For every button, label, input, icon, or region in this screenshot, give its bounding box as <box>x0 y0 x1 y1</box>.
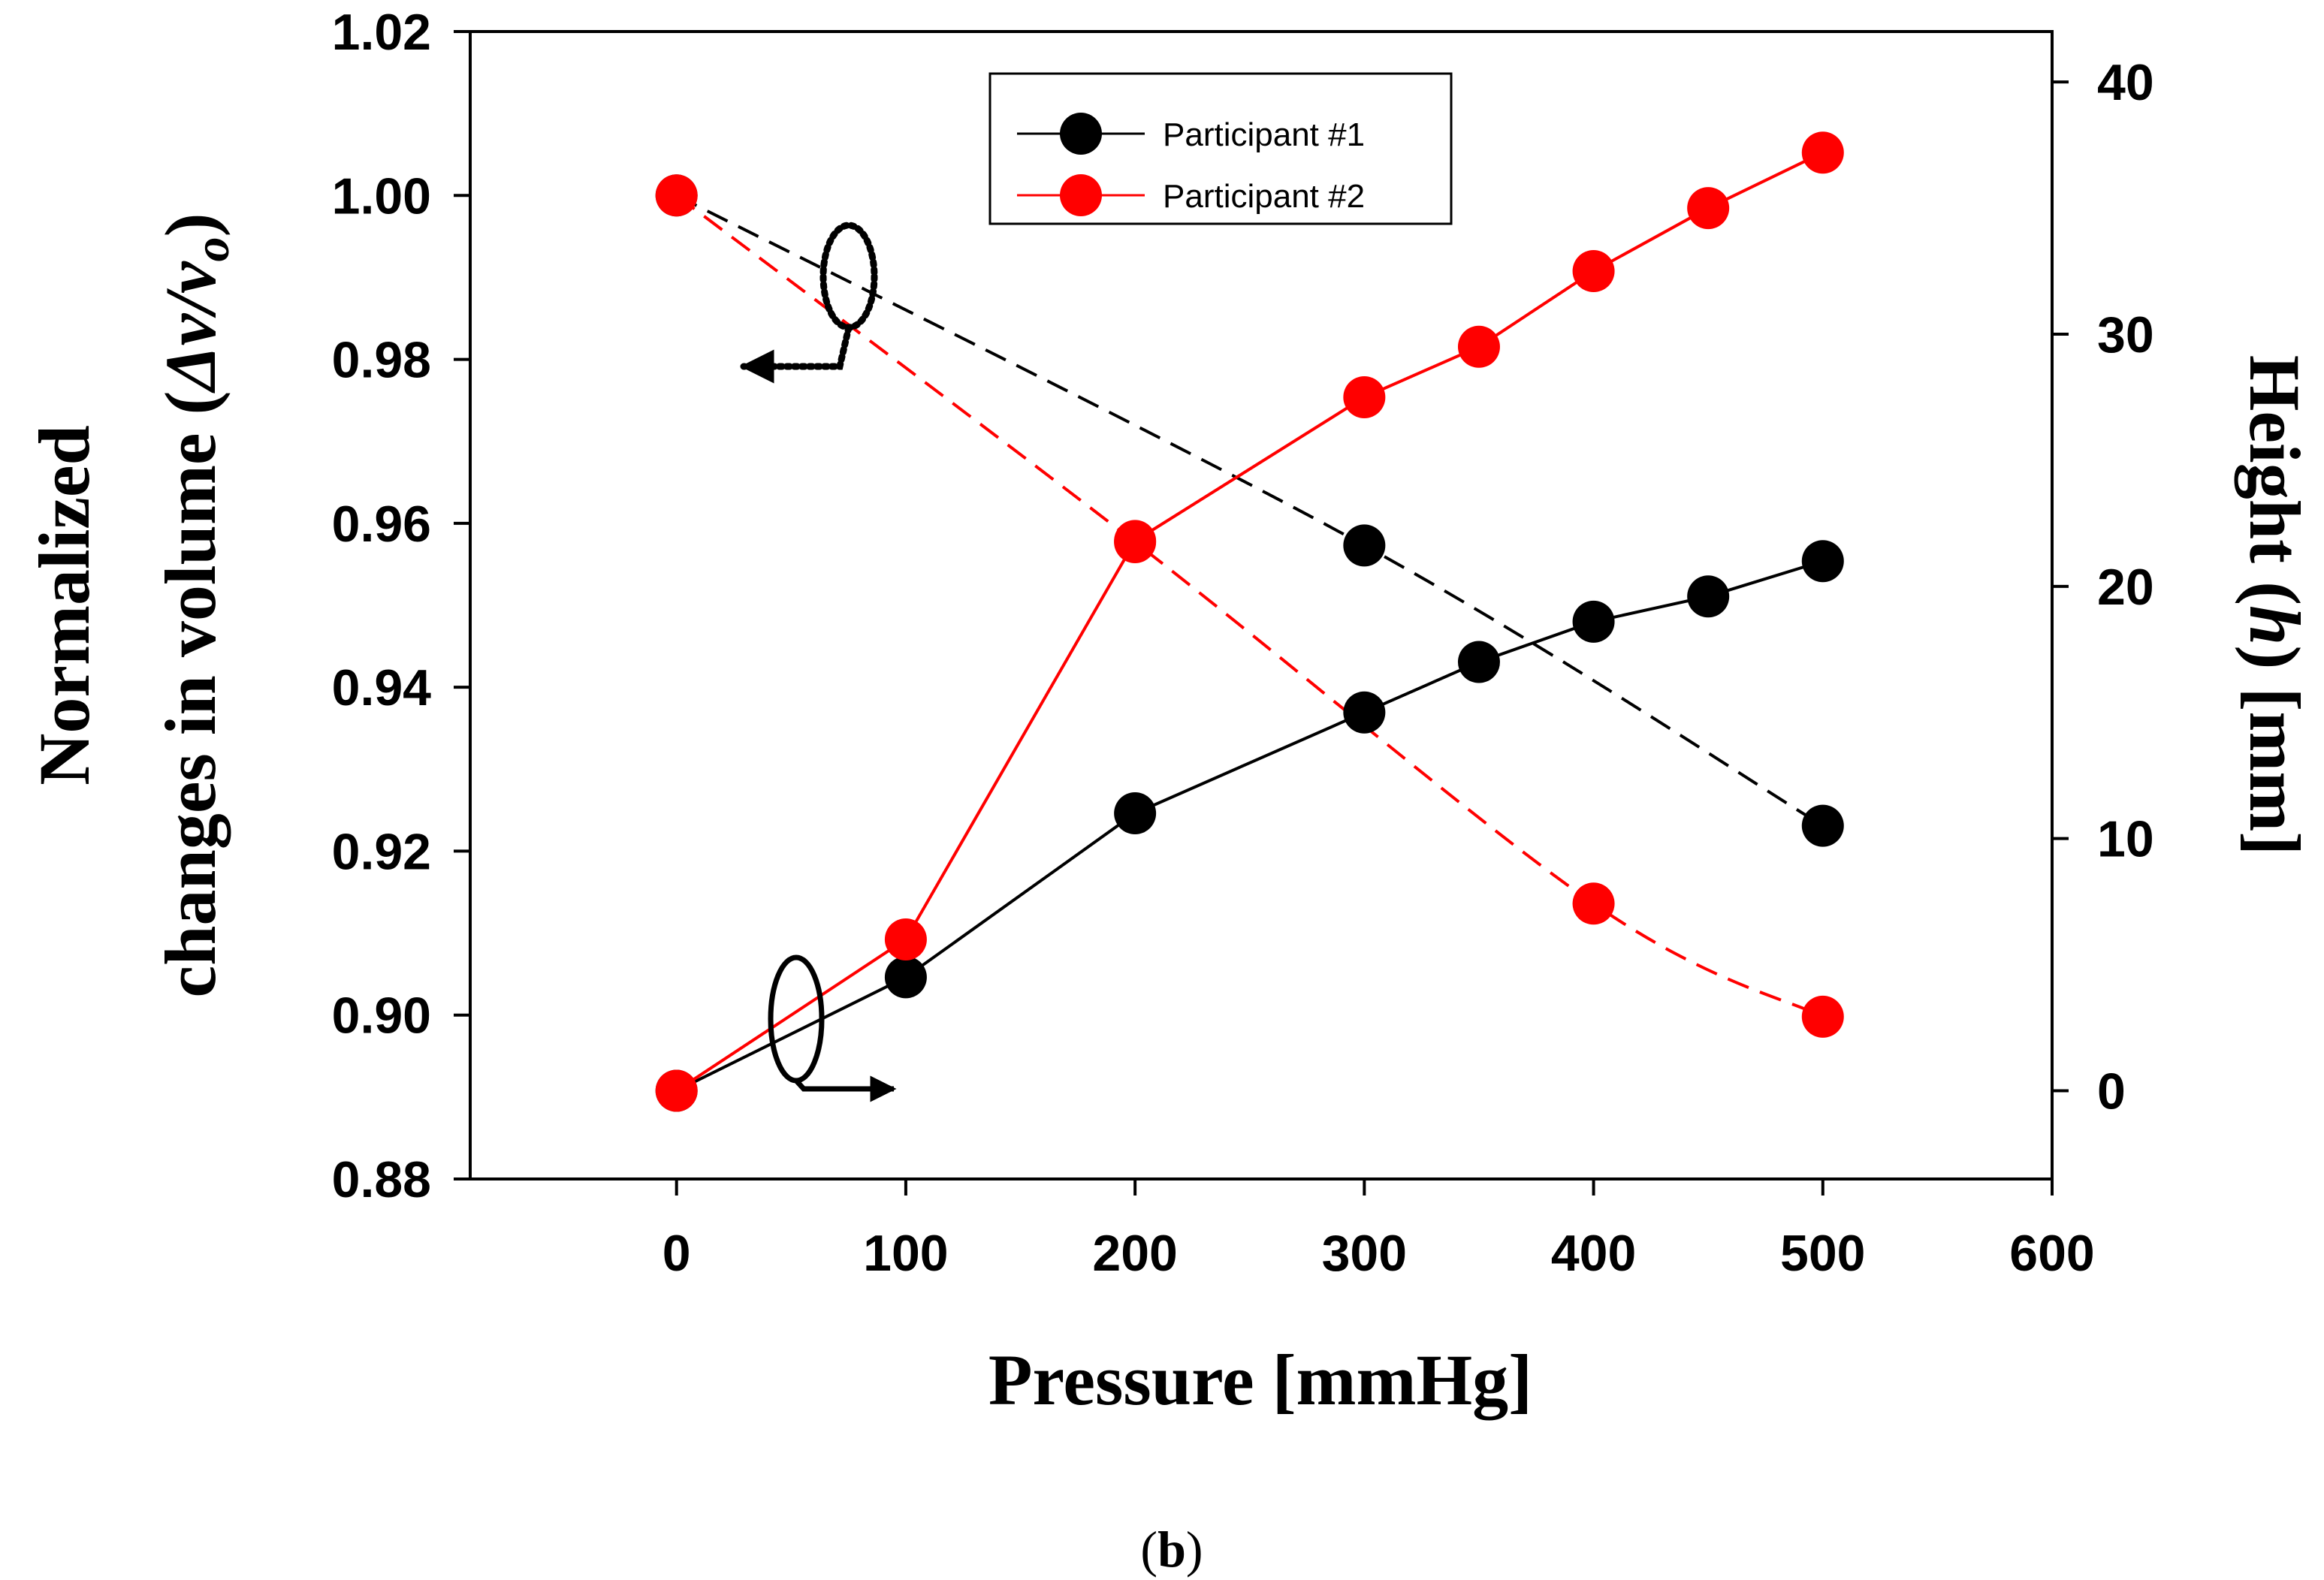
x-tick-label: 500 <box>1780 1225 1865 1282</box>
figure-caption: (b) <box>1140 1521 1203 1578</box>
right-axis-ticks: 0 10 20 30 40 <box>2052 54 2154 1120</box>
left-axis-title-prefix: changes in volume ( <box>150 391 231 998</box>
data-point-participant-1-height <box>1343 691 1386 734</box>
data-point-participant-1-height <box>1114 792 1157 835</box>
right-tick-label: 40 <box>2097 54 2154 111</box>
left-axis-pointer-annotation <box>740 222 878 384</box>
x-tick-label: 200 <box>1092 1225 1177 1282</box>
left-axis-title-suffix: ) <box>150 213 231 237</box>
series-participant-1-height <box>655 540 1844 1112</box>
right-axis-title-variable: h <box>2235 605 2315 645</box>
left-axis-title: Normalized changes in volume (Δv/vo) <box>24 213 240 997</box>
data-point-participant-2-volume <box>1801 995 1844 1038</box>
data-point-participant-2-height <box>884 918 927 960</box>
data-point-participant-2-height <box>1114 520 1157 562</box>
data-point-participant-1-height <box>1801 540 1844 583</box>
right-arrow <box>794 1075 897 1102</box>
data-point-participant-2-height <box>655 1069 698 1112</box>
x-tick-label: 400 <box>1551 1225 1636 1282</box>
right-tick-label: 10 <box>2097 811 2154 868</box>
data-point-participant-1-height <box>884 956 927 999</box>
series-line-participant-2-height <box>675 151 1824 1093</box>
right-axis-title-prefix: Height ( <box>2235 355 2315 605</box>
data-point-participant-1-height <box>1572 600 1615 643</box>
x-tick-label: 100 <box>863 1225 948 1282</box>
x-tick-label: 300 <box>1322 1225 1407 1282</box>
legend-marker-participant-2 <box>1060 174 1102 216</box>
left-tick-label: 0.90 <box>332 988 431 1045</box>
figure-caption-open: ( <box>1140 1521 1157 1578</box>
plot-frame <box>469 30 2054 1180</box>
right-axis-title-text: Height (h) [mm] <box>2235 355 2315 856</box>
x-tick-label: 600 <box>2009 1225 2094 1282</box>
data-point-participant-2-height <box>1572 250 1615 293</box>
data-point-participant-2-height <box>1457 325 1500 368</box>
data-point-participant-2-volume <box>1572 882 1615 925</box>
figure-caption-letter: b <box>1157 1521 1186 1578</box>
left-tick-label: 0.98 <box>332 332 431 389</box>
right-axis-title-suffix: ) [mm] <box>2235 645 2315 855</box>
dotted-ellipse <box>819 222 878 331</box>
data-point-participant-2-height <box>1343 375 1386 418</box>
right-tick-label: 0 <box>2097 1063 2126 1120</box>
data-point-participant-2-height <box>1801 131 1844 174</box>
legend-marker-participant-1 <box>1060 113 1102 155</box>
data-point-participant-1-height <box>1457 641 1500 683</box>
data-point-participant-2-volume <box>655 174 698 217</box>
data-point-participant-2-height <box>1687 187 1730 230</box>
series-line-participant-2-volume <box>675 194 1824 1018</box>
left-arrow <box>740 324 853 384</box>
series-line-participant-1-volume <box>675 194 1824 828</box>
right-axis-pointer-annotation <box>768 954 897 1102</box>
x-axis-ticks: 0 100 200 300 400 500 600 <box>662 1179 2095 1282</box>
legend-label-participant-1: Participant #1 <box>1163 116 1365 153</box>
left-axis-title-subscript: o <box>185 237 240 261</box>
data-point-participant-1-volume <box>1343 524 1386 567</box>
left-tick-label: 0.94 <box>332 659 432 716</box>
left-axis-title-line-1: Normalized <box>24 425 104 785</box>
left-tick-label: 1.00 <box>332 167 431 225</box>
left-tick-label: 0.96 <box>332 496 431 553</box>
series-participant-1-volume <box>655 174 1844 847</box>
solid-ellipse <box>768 954 825 1084</box>
left-tick-label: 1.02 <box>332 4 431 61</box>
series-layer <box>655 131 1844 1112</box>
series-participant-2-height <box>655 131 1844 1112</box>
figure-caption-close: ) <box>1186 1521 1203 1578</box>
x-tick-label: 0 <box>662 1225 691 1282</box>
data-point-participant-1-height <box>1687 575 1730 618</box>
x-axis-title: Pressure [mmHg] <box>988 1340 1532 1420</box>
left-tick-label: 0.92 <box>332 823 431 880</box>
data-point-participant-1-volume <box>1801 804 1844 847</box>
legend-label-participant-2: Participant #2 <box>1163 178 1365 215</box>
left-axis-title-ratio: Δv/v <box>150 261 231 393</box>
left-tick-label: 0.88 <box>332 1151 431 1208</box>
left-axis-title-line-2: changes in volume (Δv/vo) <box>150 213 240 997</box>
legend: Participant #1 Participant #2 <box>988 72 1453 225</box>
right-axis-title: Height (h) [mm] <box>2235 355 2315 856</box>
right-tick-label: 20 <box>2097 559 2154 616</box>
right-tick-label: 30 <box>2097 306 2154 363</box>
left-axis-ticks: 0.88 0.90 0.92 0.94 0.96 0.98 1.00 1.02 <box>332 4 470 1208</box>
series-line-participant-1-height <box>675 559 1824 1093</box>
